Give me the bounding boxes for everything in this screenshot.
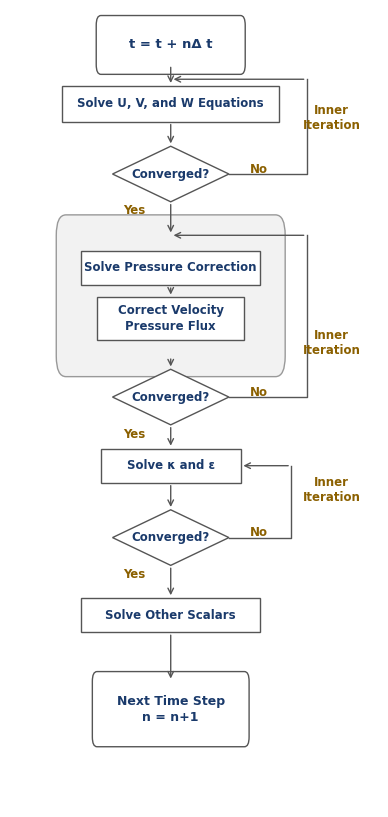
Text: No: No (250, 163, 268, 176)
Text: Correct Velocity
Pressure Flux: Correct Velocity Pressure Flux (118, 304, 224, 333)
FancyBboxPatch shape (101, 449, 241, 483)
FancyBboxPatch shape (92, 672, 249, 747)
Text: Yes: Yes (123, 568, 146, 581)
FancyBboxPatch shape (81, 598, 260, 632)
Text: Yes: Yes (123, 428, 146, 441)
Text: Solve U, V, and W Equations: Solve U, V, and W Equations (78, 97, 264, 110)
Text: Solve Other Scalars: Solve Other Scalars (106, 609, 236, 622)
FancyBboxPatch shape (81, 251, 260, 285)
Polygon shape (113, 146, 229, 202)
Text: Inner
Iteration: Inner Iteration (303, 105, 361, 132)
Text: Converged?: Converged? (132, 531, 210, 544)
Text: No: No (250, 386, 268, 399)
Text: Solve κ and ε: Solve κ and ε (127, 459, 215, 472)
Text: Solve Pressure Correction: Solve Pressure Correction (85, 261, 257, 275)
Text: Yes: Yes (123, 204, 146, 217)
FancyBboxPatch shape (56, 215, 285, 377)
Text: Inner
Iteration: Inner Iteration (303, 476, 361, 504)
FancyBboxPatch shape (62, 86, 279, 122)
FancyBboxPatch shape (96, 16, 245, 74)
Text: t = t + nΔ t: t = t + nΔ t (129, 38, 213, 51)
Polygon shape (113, 510, 229, 565)
Text: Next Time Step
n = n+1: Next Time Step n = n+1 (117, 694, 225, 724)
Text: Converged?: Converged? (132, 167, 210, 181)
FancyBboxPatch shape (97, 297, 244, 340)
Polygon shape (113, 369, 229, 425)
Text: No: No (250, 526, 268, 539)
Text: Converged?: Converged? (132, 391, 210, 404)
Text: Inner
Iteration: Inner Iteration (303, 329, 361, 357)
